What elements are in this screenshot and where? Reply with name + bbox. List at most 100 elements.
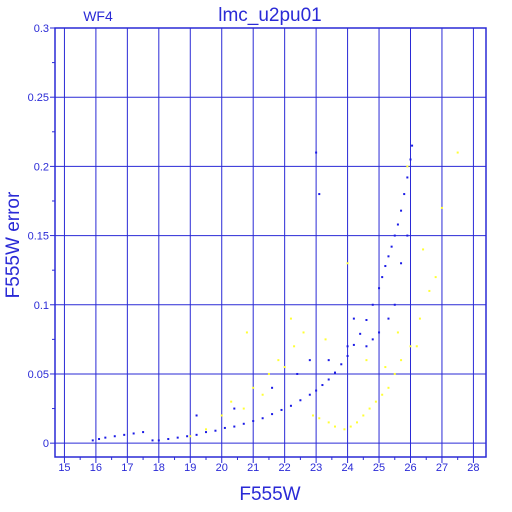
data-point-main xyxy=(321,384,324,387)
data-point-main xyxy=(387,255,390,258)
data-point-main xyxy=(384,265,387,268)
data-point-secondary xyxy=(396,331,399,334)
data-point-main xyxy=(346,354,349,357)
data-point-main xyxy=(396,223,399,226)
data-point-main xyxy=(365,319,368,321)
data-point-main xyxy=(123,433,126,436)
data-point-secondary xyxy=(422,248,425,251)
x-tick-label: 27 xyxy=(436,462,448,474)
data-point-secondary xyxy=(327,421,330,424)
data-point-secondary xyxy=(374,400,377,403)
data-point-secondary xyxy=(205,428,208,431)
data-point-main xyxy=(205,431,208,434)
chart-title: lmc_u2pu01 xyxy=(218,5,322,26)
x-tick-label: 23 xyxy=(310,462,322,474)
y-tick-label: 0 xyxy=(43,438,49,450)
data-point-main xyxy=(406,234,409,237)
data-point-main xyxy=(308,393,311,396)
data-point-secondary xyxy=(277,359,280,362)
data-point-main xyxy=(371,303,374,306)
data-point-main xyxy=(167,438,170,441)
data-point-main xyxy=(242,422,245,425)
tick-labels: 15 16 17 18 19 20 21 22 23 24 25 26 27 28 0 0.05 0.1 0.15… xyxy=(28,23,480,474)
data-point-main xyxy=(132,432,135,435)
data-point-main xyxy=(406,176,409,179)
data-point-secondary xyxy=(189,435,192,438)
data-point-main xyxy=(381,276,384,279)
data-point-secondary xyxy=(220,414,223,417)
data-point-main xyxy=(327,378,330,381)
x-tick-label: 15 xyxy=(58,462,70,474)
y-tick-label: 0.2 xyxy=(34,161,49,173)
data-point-main xyxy=(104,436,107,439)
y-axis-label: F555W error xyxy=(3,191,24,298)
data-point-main xyxy=(352,317,355,320)
y-tick-label: 0.3 xyxy=(34,23,49,35)
data-point-main xyxy=(390,245,393,248)
data-point-main xyxy=(327,359,330,362)
data-point-secondary xyxy=(434,276,437,279)
data-point-main xyxy=(98,438,101,441)
data-point-main xyxy=(296,372,299,375)
y-tick-label: 0.25 xyxy=(28,92,49,104)
data-point-secondary xyxy=(289,317,292,320)
data-point-main xyxy=(91,439,94,442)
data-point-secondary xyxy=(230,400,233,403)
data-point-secondary xyxy=(406,165,409,168)
data-point-main xyxy=(233,407,236,410)
data-point-secondary xyxy=(267,372,270,375)
data-point-main xyxy=(346,345,349,348)
data-point-main xyxy=(387,317,390,320)
data-point-main xyxy=(142,431,145,434)
data-point-secondary xyxy=(362,414,365,417)
data-point-main xyxy=(271,413,274,416)
data-point-main xyxy=(113,435,116,438)
data-point-main xyxy=(289,404,292,407)
data-point-main xyxy=(400,209,403,212)
x-tick-label: 22 xyxy=(279,462,291,474)
data-point-secondary xyxy=(311,414,314,417)
data-point-secondary xyxy=(440,206,443,209)
data-point-main xyxy=(318,193,321,196)
data-point-main xyxy=(403,193,406,196)
data-point-main xyxy=(352,343,355,346)
data-point-main xyxy=(233,425,236,428)
x-tick-label: 24 xyxy=(341,462,353,474)
y-tick-label: 0.15 xyxy=(28,231,49,243)
data-point-secondary xyxy=(428,289,431,292)
data-point-main xyxy=(157,439,160,442)
data-point-main xyxy=(280,408,283,411)
x-tick-label: 28 xyxy=(467,462,479,474)
data-point-secondary xyxy=(400,359,403,362)
data-point-secondary xyxy=(245,331,248,334)
data-point-main xyxy=(176,436,179,439)
data-point-secondary xyxy=(252,386,255,389)
x-tick-label: 18 xyxy=(153,462,165,474)
data-point-main xyxy=(151,439,154,442)
data-point-secondary xyxy=(387,386,390,389)
data-point-main xyxy=(393,234,396,237)
data-point-main xyxy=(378,331,381,334)
x-tick-label: 17 xyxy=(121,462,133,474)
plot-frame xyxy=(54,27,487,458)
data-point-main xyxy=(365,345,368,348)
data-point-secondary xyxy=(456,151,459,154)
data-point-main xyxy=(371,338,374,341)
data-point-secondary xyxy=(302,331,305,334)
data-point-secondary xyxy=(293,345,296,348)
data-point-main xyxy=(315,151,318,154)
data-point-main xyxy=(333,371,336,374)
data-point-secondary xyxy=(356,421,359,424)
data-point-secondary xyxy=(283,366,286,369)
data-point-main xyxy=(400,262,403,265)
data-point-main xyxy=(252,420,255,423)
data-point-main xyxy=(214,429,217,432)
data-point-main xyxy=(195,433,198,436)
data-point-main xyxy=(261,417,264,420)
data-point-secondary xyxy=(333,425,336,428)
data-point-secondary xyxy=(349,425,352,428)
data-point-secondary xyxy=(415,345,418,348)
panel-label: WF4 xyxy=(83,8,113,24)
data-point-secondary xyxy=(324,338,327,341)
data-point-secondary xyxy=(384,366,387,369)
